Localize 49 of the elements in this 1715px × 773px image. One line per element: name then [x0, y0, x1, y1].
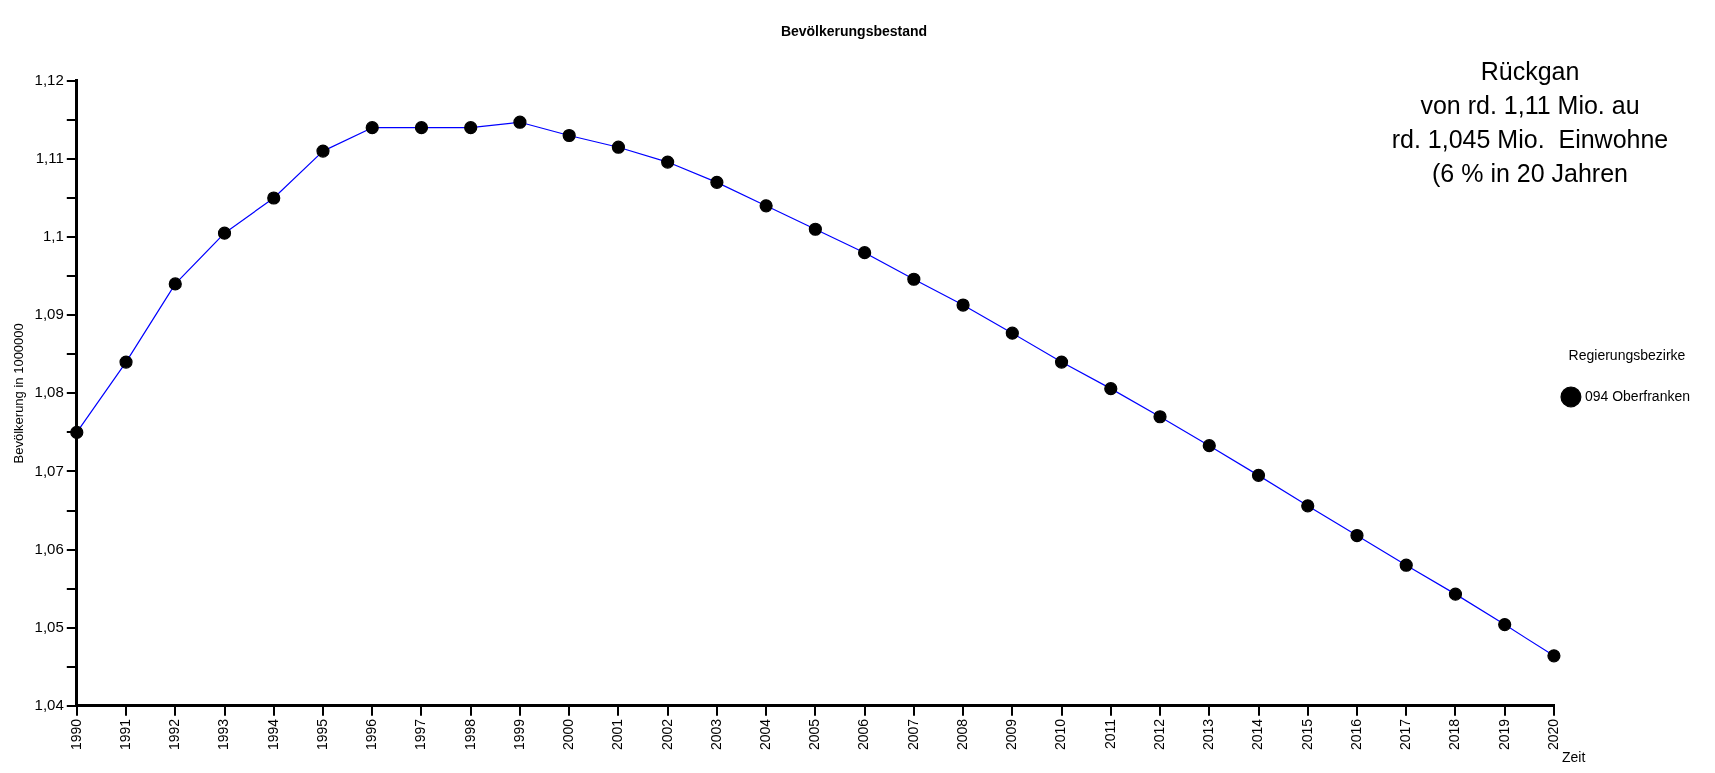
- x-tick-label: 2005: [806, 718, 823, 751]
- x-tick-label: 2010: [1052, 718, 1069, 751]
- x-tick-label: 2014: [1249, 718, 1266, 751]
- x-tick-label: 2015: [1298, 718, 1315, 751]
- y-tick-label: 1,05: [34, 617, 64, 635]
- x-tick-label: 1997: [412, 718, 429, 751]
- x-tick-label: 1992: [166, 718, 183, 751]
- x-tick-label: 2007: [904, 718, 921, 751]
- x-axis-title: Zeit: [1561, 748, 1586, 765]
- legend-label: 094 Oberfranken: [1584, 387, 1691, 404]
- x-tick-label: 2000: [560, 718, 577, 751]
- x-tick-label: 1990: [67, 718, 84, 751]
- x-tick-label: 2012: [1150, 718, 1167, 751]
- x-tick-label: 2002: [658, 718, 675, 751]
- x-tick-label: 1991: [116, 718, 133, 751]
- x-tick-label: 2016: [1347, 718, 1364, 751]
- y-tick-label: 1,12: [34, 70, 64, 88]
- chart-title: Bevölkerungsbestand: [780, 23, 928, 40]
- x-tick-label: 1998: [461, 718, 478, 751]
- y-tick-label: 1,1: [42, 227, 64, 245]
- y-tick-label: 1,04: [34, 696, 64, 713]
- x-tick-label: 1994: [264, 718, 281, 751]
- x-tick-label: 2018: [1446, 718, 1463, 751]
- x-tick-label: 2008: [953, 718, 970, 751]
- x-tick-label: 2003: [707, 718, 724, 751]
- x-tick-label: 1993: [215, 718, 232, 751]
- y-tick-label: 1,08: [34, 383, 64, 401]
- x-tick-label: 2019: [1495, 718, 1512, 751]
- annotation: Rückgan: [1480, 56, 1580, 85]
- x-tick-label: 2011: [1101, 718, 1118, 749]
- x-tick-label: 2009: [1003, 718, 1020, 751]
- annotation: rd. 1,045 Mio. Einwohne: [1391, 124, 1669, 153]
- y-axis-title: Bevölkerung in 1000000: [11, 323, 27, 464]
- x-tick-label: 1996: [363, 718, 380, 751]
- y-tick-label: 1,11: [35, 149, 64, 167]
- x-tick-label: 2017: [1397, 718, 1414, 751]
- x-tick-label: 2006: [855, 718, 872, 751]
- y-tick-label: 1,06: [34, 539, 64, 557]
- x-tick-label: 1995: [313, 718, 330, 751]
- x-tick-label: 2020: [1544, 718, 1561, 751]
- y-tick-label: 1,09: [34, 305, 64, 323]
- legend-title: Regierungsbezirke: [1568, 346, 1686, 363]
- x-tick-label: 2001: [609, 718, 626, 751]
- x-tick-label: 2004: [756, 718, 773, 751]
- x-tick-label: 1999: [510, 718, 527, 751]
- x-tick-label: 2013: [1200, 718, 1217, 751]
- annotation: von rd. 1,11 Mio. au: [1420, 90, 1640, 119]
- annotation: (6 % in 20 Jahren: [1432, 158, 1628, 187]
- y-tick-label: 1,07: [34, 461, 64, 479]
